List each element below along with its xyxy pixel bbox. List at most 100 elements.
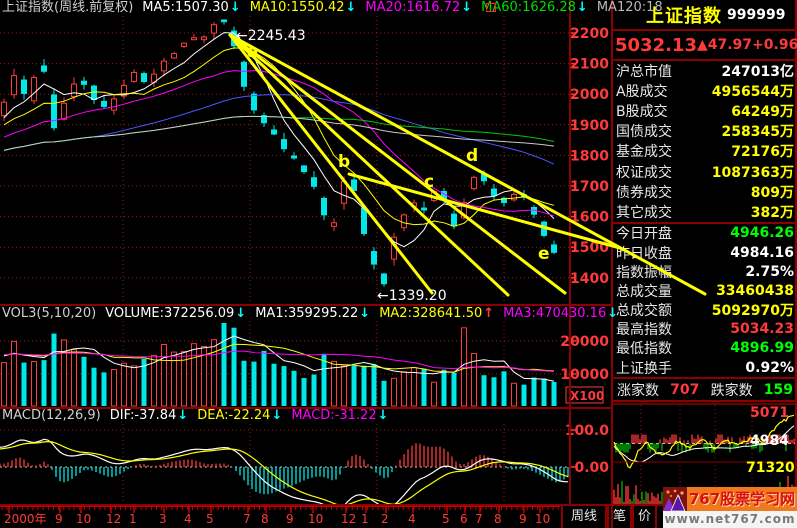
quote-row-label: 昨日收盘 [616,245,672,262]
macd-layer [0,438,569,505]
date-label: 8 [261,512,269,526]
volume-unit-box [565,386,604,404]
watermark-site-name: 767股票学习网 [687,487,797,511]
quote-row-value: 4896.99 [730,340,794,357]
date-label: 10 [535,512,551,526]
quote-row-label: A股成交 [616,84,668,101]
date-label: 2000年 [4,512,47,526]
index-stat-rows: 今日开盘 4946.26 昨日收盘 4984.16 指数振幅 2.75% 总成交量 33460… [613,221,797,378]
quote-row: 其它成交 382万 [613,202,797,222]
quote-row: 指数振幅 2.75% [613,262,797,281]
quote-row-label: 总成交量 [616,283,672,300]
price-axis-label: 1400 [570,271,609,287]
quote-row-label: 指数振幅 [616,264,672,281]
ma60-line [3,115,555,151]
quote-row: B股成交 64249万 [613,101,797,121]
price-change: ▲47.97 [696,37,753,53]
advancers-decliners-row: 涨家数 707 跌家数 159 [613,377,797,403]
quote-row-label: B股成交 [616,104,668,121]
macd-indicator-title: MACD(12,26,9) [2,408,101,423]
price-change-pct: +0.96 [752,37,797,53]
date-label: 8 [494,512,502,526]
legend-item: MA1:359295.22↓ [255,306,371,321]
quote-row-value: 4984.16 [730,244,794,261]
legend-item: MA60:1626.28↓ [481,0,588,15]
date-label: 12 [106,512,122,526]
quote-row-value: 4946.26 [730,225,794,242]
date-label: 10 [76,512,92,526]
date-label: 2 [381,512,389,526]
tab-周线[interactable]: 周线 [561,506,607,528]
bottom-toolbar: 2000年 9 10 12 1 3 4 5 7 8 9 10 12 1 2 4 5 6 7 8 9 10 周线笔价 [0,505,797,528]
date-label: 9 [519,512,527,526]
legend-item: MA5:1507.30↓ [142,0,241,15]
price-axis-label: 1500 [570,240,609,256]
quote-row-label: 今日开盘 [616,226,672,243]
quote-row: 最高指数 5034.23 [613,320,797,339]
quote-row-value: 0.92% [745,359,794,376]
watermark-logo-icon [663,487,687,511]
quote-row-label: 上证换手 [616,360,672,377]
date-label: 5 [206,512,214,526]
tab-笔[interactable]: 笔 [607,506,632,528]
tab-价[interactable]: 价 [632,506,657,528]
intraday-price-line [613,414,795,469]
date-label: 6 [460,512,468,526]
main-chart-legend: 上证指数(周线.前复权) MA5:1507.30↓ MA10:1550.42↓ MA2… [2,1,672,15]
date-label: 9 [286,512,294,526]
ma40-line [3,94,555,165]
volume-indicator-title: VOL3(5,10,20) [2,306,97,321]
macd-legend: MACD(12,26,9) DIF:-37.84↓ DEA:-22.24↓ MACD:… [2,409,398,423]
price-axis-label: 2200 [570,26,609,42]
dea-line [0,440,569,505]
quote-row: 昨日收盘 4984.16 [613,243,797,262]
quote-row-value: 64249万 [731,104,794,121]
legend-item: MA2:328641.50↑ [379,306,495,321]
quote-row-value: 247013亿 [721,64,794,81]
intraday-prevclose-label: 4984 [750,433,789,449]
ma120-line [3,115,555,151]
legend-item: MA10:1550.42↓ [249,0,357,15]
quote-row-value: 5034.23 [730,321,794,338]
quote-row-value: 4956544万 [711,84,794,101]
price-axis-label: 1700 [570,179,609,195]
quote-row-label: 基金成交 [616,144,672,161]
date-label: 12 [341,512,357,526]
quote-price-row: 5032.13 ▲47.97 +0.96 [613,31,797,61]
chart-title: 上证指数(周线.前复权) [2,0,134,15]
price-axis-label: 2000 [570,87,609,103]
volume-legend: VOL3(5,10,20) VOLUME:372256.09↓ MA1:359295… [2,307,627,321]
intraday-volume-label: 71320 [746,460,795,476]
intraday-avg-line [613,425,795,463]
price-axis-label: 1600 [570,210,609,226]
legend-item: MA120:18 [596,0,663,15]
quote-row-label: 最高指数 [616,322,672,339]
watermark-banner: 767股票学习网 www.net767.com [663,487,797,528]
quote-row-value: 382万 [750,204,794,221]
date-label: 7 [243,512,251,526]
market-turnover-rows: 沪总市值 247013亿 A股成交 4956544万 B股成交 64249万 国债成交 258… [613,61,797,222]
quote-row-label: 最低指数 [616,341,672,358]
legend-item: DIF:-37.84↓ [109,408,189,423]
price-axis-label: 1900 [570,118,609,134]
quote-row-label: 债券成交 [616,184,672,201]
date-label: 5 [442,512,450,526]
legend-item: DEA:-22.24↓ [197,408,283,423]
quote-row-value: 33460438 [716,282,794,299]
date-label: 3 [159,512,167,526]
quote-row: 国债成交 258345万 [613,121,797,141]
legend-item: MACD:-31.22↓ [291,408,389,423]
macd-axis-label: 0.00 [574,460,609,476]
volume-axis-label: 20000 [560,334,609,350]
quote-row: 基金成交 72176万 [613,141,797,161]
quote-row-value: 809万 [750,184,794,201]
date-label: 10 [308,512,324,526]
date-label: 4 [408,512,416,526]
macd-axis-label: 100.0 [565,423,610,439]
watermark-site-url: www.net767.com [663,511,797,528]
quote-header: 上证指数 999999 [613,0,797,31]
volume-axis-label: 10000 [560,367,609,383]
index-name: 上证指数 [646,5,722,27]
legend-item: VOLUME:372256.09↓ [105,306,247,321]
date-label: 1 [129,512,137,526]
